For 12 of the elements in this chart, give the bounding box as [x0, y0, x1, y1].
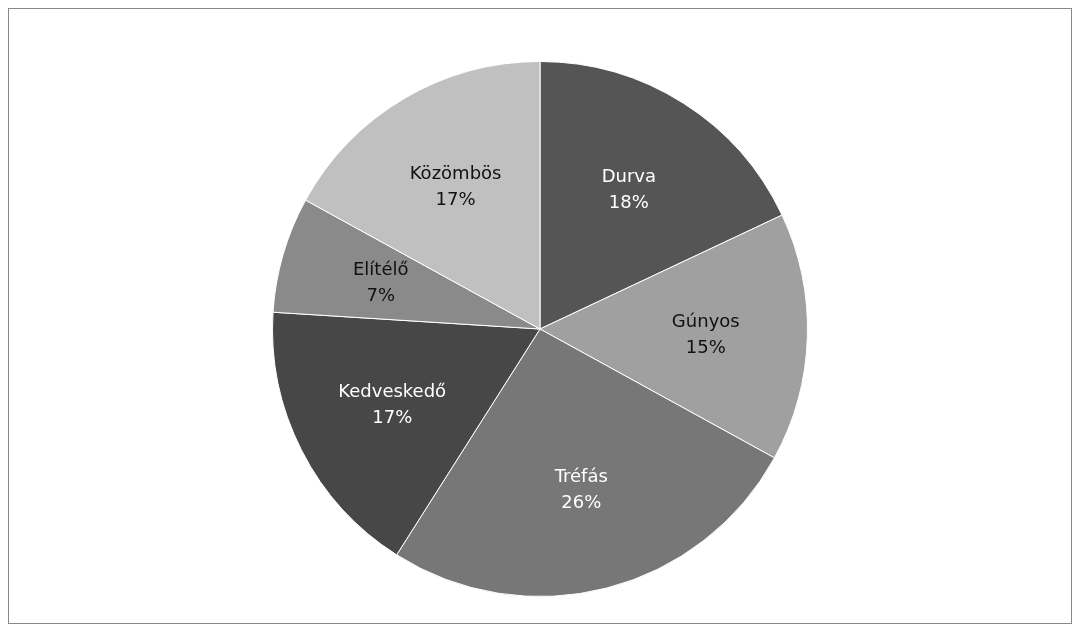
- data-label: 15%: [685, 335, 726, 357]
- data-label: 17%: [372, 405, 413, 427]
- slice-label: Elítélő: [352, 258, 409, 280]
- data-label: 17%: [435, 187, 476, 209]
- slice-label: Közömbös: [409, 161, 502, 183]
- data-label: 18%: [608, 190, 649, 212]
- slice-label: Tréfás: [553, 465, 608, 487]
- slice-label: Gúnyos: [671, 309, 740, 331]
- data-label: 7%: [366, 284, 396, 306]
- slice-label: Durva: [601, 164, 657, 186]
- data-label: 26%: [561, 491, 602, 513]
- slice-label: Kedveskedő: [338, 379, 447, 401]
